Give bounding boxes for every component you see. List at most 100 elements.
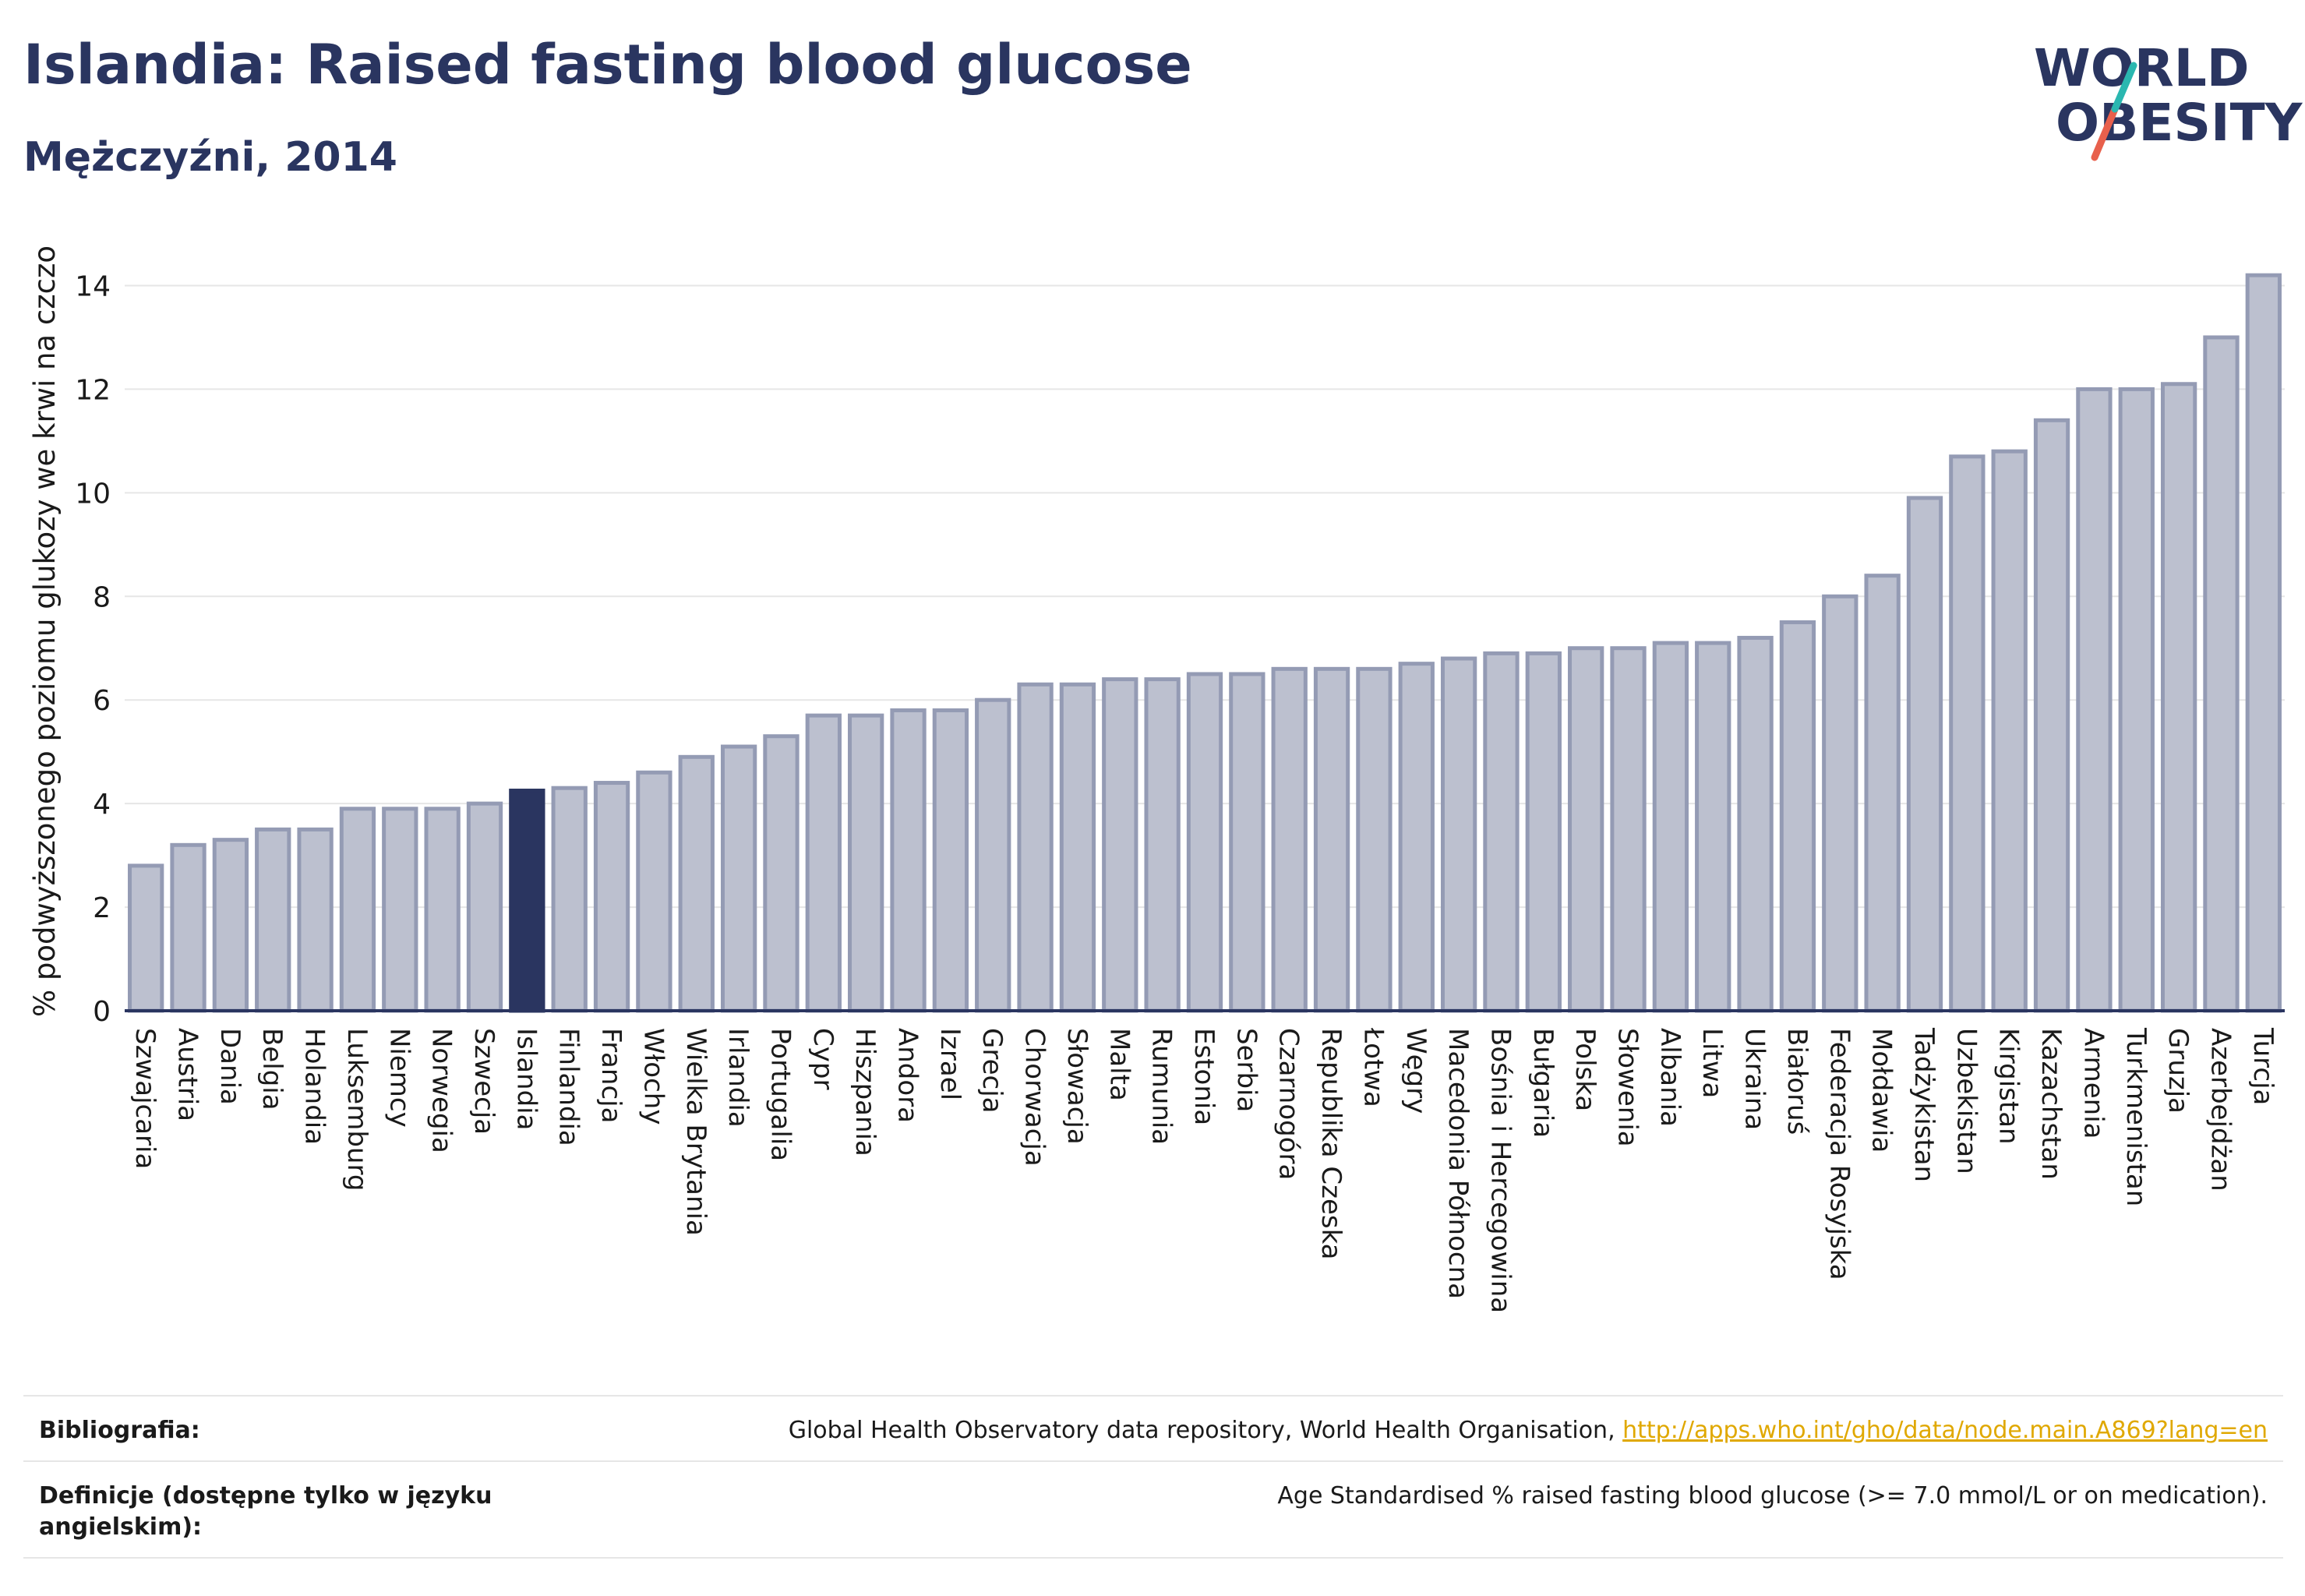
x-tick-label: Polska [1569,1028,1601,1111]
x-tick-label: Czarnogóra [1273,1028,1304,1180]
bibliography-link[interactable]: http://apps.who.int/gho/data/node.main.A… [1622,1417,2268,1444]
bar-estonia[interactable] [1186,672,1223,1013]
x-tick-label: Łotwa [1357,1027,1389,1107]
x-tick-label: Estonia [1188,1028,1220,1125]
bar-gruzja[interactable] [2160,382,2197,1013]
bar-norwegia[interactable] [424,807,461,1013]
bibliography-row: Bibliografia: Global Health Observatory … [23,1395,2283,1460]
world-obesity-logo: WORLD OBESITY [2034,31,2303,171]
bar-austria[interactable] [170,842,206,1013]
bar-kirgistan[interactable] [1991,449,2028,1013]
x-tick-label: Słowenia [1612,1028,1643,1147]
x-tick-label: Macedonia Północna [1442,1028,1474,1299]
bar-mołdawia[interactable] [1864,574,1901,1013]
bar-polska[interactable] [1568,646,1604,1013]
x-tick-label: Gruzja [2162,1028,2194,1114]
bar-republika-czeska[interactable] [1313,666,1350,1013]
logo-line1: WORLD [2034,38,2250,98]
bar-serbia[interactable] [1229,672,1265,1013]
x-tick-label: Holandia [299,1028,330,1145]
x-tick-label: Wielka Brytania [680,1028,711,1236]
bar-rumunia[interactable] [1144,677,1181,1013]
bar-azerbejdżan[interactable] [2203,335,2240,1013]
x-tick-label: Luksemburg [341,1028,372,1191]
bar-irlandia[interactable] [720,744,757,1013]
x-tick-label: Włochy [637,1028,669,1125]
bar-bośnia-i-hercegowina[interactable] [1483,651,1520,1013]
bar-malta[interactable] [1102,677,1138,1013]
x-tick-label: Francja [595,1028,627,1123]
bar-słowacja[interactable] [1059,682,1096,1013]
bar-albania[interactable] [1652,641,1689,1013]
bar-izrael[interactable] [932,708,969,1013]
definitions-value: Age Standardised % raised fasting blood … [1277,1482,2268,1509]
bar-islandia[interactable] [509,789,545,1013]
x-tick-label: Turcja [2247,1027,2279,1105]
bar-hiszpania[interactable] [848,713,884,1013]
y-tick-label: 14 [75,270,111,302]
x-tick-label: Mołdawia [1866,1028,1897,1153]
x-tick-label: Kirgistan [1993,1028,2024,1145]
bar-białoruś[interactable] [1779,620,1816,1013]
bar-węgry[interactable] [1398,662,1435,1013]
bar-szwecja[interactable] [466,801,503,1013]
x-tick-label: Tadżykistan [1908,1027,1940,1182]
y-tick-label: 2 [93,892,111,924]
x-tick-label: Litwa [1696,1028,1728,1098]
y-tick-label: 6 [93,685,111,717]
x-tick-label: Federacja Rosyjska [1823,1028,1855,1280]
bar-turkmenistan[interactable] [2118,387,2155,1013]
bar-łotwa[interactable] [1356,666,1393,1013]
bibliography-label: Bibliografia: [39,1417,200,1444]
x-tick-label: Armenia [2077,1028,2109,1139]
bar-czarnogóra[interactable] [1271,666,1308,1013]
bar-portugalia[interactable] [763,734,800,1013]
x-tick-label: Dania [214,1028,245,1105]
bar-włochy[interactable] [636,770,672,1013]
bar-luksemburg[interactable] [339,807,376,1013]
chart-title: Islandia: Raised fasting blood glucose [23,33,1192,97]
bar-grecja[interactable] [975,697,1011,1013]
x-tick-labels: Szwajcaria Austria Dania Belgia Holandia Luks… [129,1027,2279,1313]
y-tick-label: 10 [75,478,111,510]
bar-turcja[interactable] [2245,273,2282,1013]
x-tick-label: Uzbekistan [1950,1028,1982,1174]
bar-dania[interactable] [212,838,249,1013]
bar-chorwacja[interactable] [1017,682,1054,1013]
x-tick-label: Azerbejdżan [2204,1028,2236,1192]
bar-holandia[interactable] [297,827,334,1013]
bar-macedonia-północna[interactable] [1440,656,1477,1013]
bar-ukraina[interactable] [1737,635,1774,1013]
x-tick-label: Węgry [1400,1028,1431,1114]
bar-litwa[interactable] [1695,641,1731,1013]
x-tick-label: Andora [892,1028,923,1123]
bar-tadżykistan[interactable] [1906,496,1943,1013]
x-tick-label: Rumunia [1146,1028,1177,1145]
x-tick-label: Serbia [1230,1028,1262,1112]
x-tick-label: Bośnia i Hercegowina [1484,1028,1516,1313]
bar-bułgaria[interactable] [1525,651,1562,1013]
x-tick-label: Ukraina [1739,1028,1770,1130]
footer: Bibliografia: Global Health Observatory … [23,1395,2283,1559]
bar-niemcy[interactable] [382,807,418,1013]
bar-belgia[interactable] [255,827,291,1013]
x-tick-label: Izrael [934,1028,965,1100]
bar-wielka-brytania[interactable] [678,754,715,1013]
bar-uzbekistan[interactable] [1949,454,1986,1013]
bar-finlandia[interactable] [551,786,588,1013]
bar-andora[interactable] [890,708,927,1013]
bar-kazachstan[interactable] [2033,418,2070,1013]
bibliography-text: Global Health Observatory data repositor… [788,1417,1623,1444]
definitions-label: Definicje (dostępne tylko w języku angie… [39,1482,492,1541]
bar-armenia[interactable] [2076,387,2113,1013]
bar-cypr[interactable] [805,713,842,1013]
x-tick-label: Niemcy [383,1028,415,1128]
x-tick-label: Albania [1654,1028,1686,1127]
bar-chart: 0 2 4 6 8 10 12 14 Szwajcaria Austria Dania Belgia… [28,245,2285,1313]
definitions-row: Definicje (dostępne tylko w języku angie… [23,1460,2283,1559]
bar-słowenia[interactable] [1610,646,1647,1013]
bar-francja[interactable] [593,781,630,1013]
bars [128,273,2282,1013]
bar-szwajcaria[interactable] [128,863,164,1013]
bar-federacja-rosyjska[interactable] [1822,594,1858,1013]
